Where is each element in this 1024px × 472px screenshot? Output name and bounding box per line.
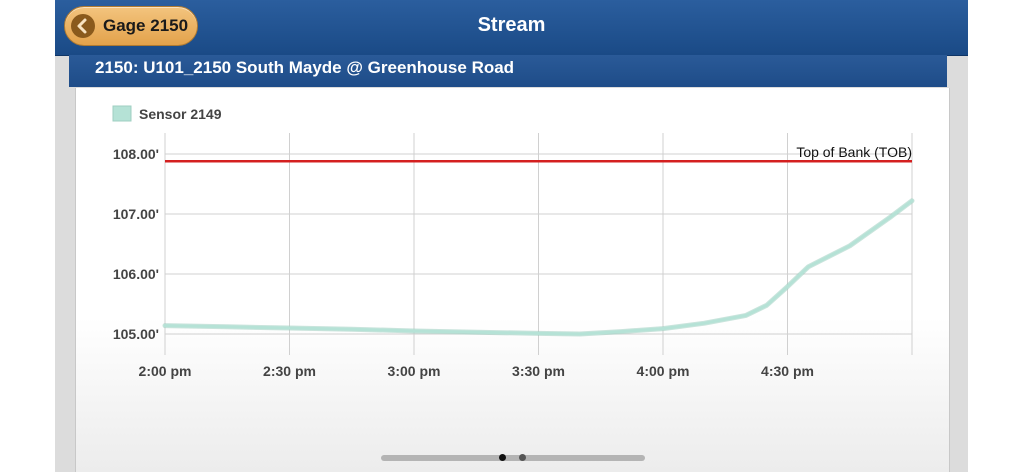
page-dot-1[interactable] bbox=[499, 454, 506, 461]
legend-label: Sensor 2149 bbox=[139, 106, 222, 122]
series-line bbox=[163, 199, 914, 336]
gage-title: 2150: U101_2150 South Mayde @ Greenhouse… bbox=[95, 58, 515, 77]
x-tick-label: 3:30 pm bbox=[512, 363, 565, 379]
back-arrow-icon bbox=[71, 14, 95, 38]
back-button-label: Gage 2150 bbox=[103, 16, 189, 35]
x-tick-label: 2:00 pm bbox=[139, 363, 192, 379]
legend-swatch bbox=[112, 105, 132, 122]
x-tick-label: 2:30 pm bbox=[263, 363, 316, 379]
stream-chart: Sensor 2149 2:00 pm 2:30 pm 3:00 pm 3:30 pm 4… bbox=[112, 105, 915, 379]
x-tick-label: 4:00 pm bbox=[637, 363, 690, 379]
page-indicator[interactable] bbox=[381, 454, 645, 461]
x-tick-label: 4:30 pm bbox=[761, 363, 814, 379]
y-tick-label: 107.00' bbox=[113, 206, 159, 222]
y-tick-label: 108.00' bbox=[113, 146, 159, 162]
y-tick-label: 105.00' bbox=[113, 326, 159, 342]
gage-header: 2150: U101_2150 South Mayde @ Greenhouse… bbox=[69, 55, 947, 87]
x-tick-label: 3:00 pm bbox=[388, 363, 441, 379]
page-title: Stream bbox=[477, 14, 546, 36]
app-window: Gage 2150 Stream 2150: U101_2150 South M… bbox=[55, 0, 968, 472]
back-button[interactable]: Gage 2150 bbox=[64, 6, 198, 46]
navigation-bar: Gage 2150 Stream bbox=[55, 0, 968, 56]
tob-label: Top of Bank (TOB) bbox=[796, 144, 912, 160]
y-tick-label: 106.00' bbox=[113, 266, 159, 282]
chart-card: Sensor 2149 2:00 pm 2:30 pm 3:00 pm 3:30 pm 4… bbox=[75, 88, 950, 472]
page-dot-2[interactable] bbox=[519, 454, 526, 461]
